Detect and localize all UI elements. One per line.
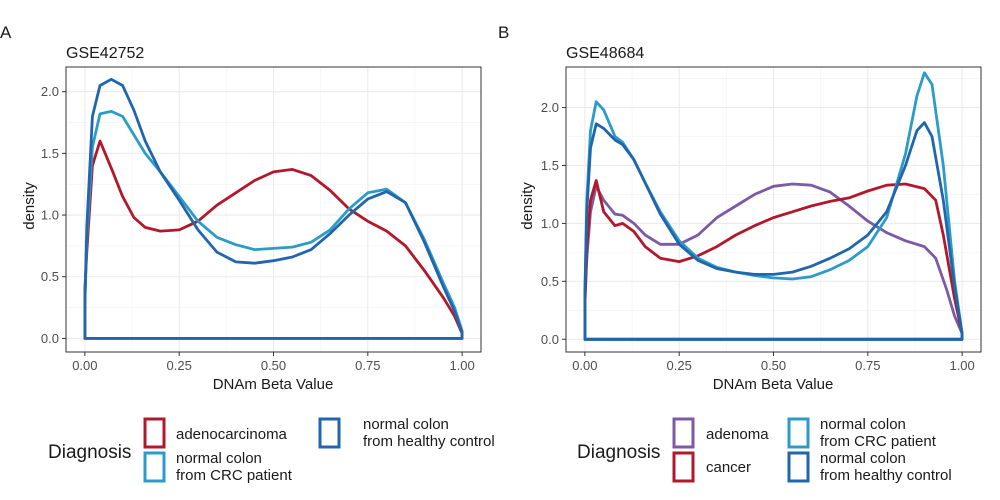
legend-label-adenoma: adenoma bbox=[706, 426, 769, 443]
panel-b-x-tick-label: 0.50 bbox=[761, 358, 786, 373]
panel-b-x-tick-label: 0.25 bbox=[667, 358, 692, 373]
legend-label-normal-healthy-line1: normal colon bbox=[363, 416, 449, 433]
panel-b-y-axis-title: density bbox=[519, 182, 536, 230]
panel-b-series-1 bbox=[583, 179, 964, 341]
legend-label-normal-crc-line1: normal colon bbox=[176, 450, 262, 467]
panel-a-series-2 bbox=[83, 77, 464, 340]
panel-a-plot-border bbox=[65, 66, 482, 353]
panel-a-x-tick-label: 0.25 bbox=[167, 358, 192, 373]
panel-b-series-3 bbox=[583, 121, 964, 341]
panel-b-x-tick-label: 0.75 bbox=[855, 358, 880, 373]
panel-a-x-tick-label: 0.00 bbox=[72, 358, 97, 373]
panel-a-x-tick-label: 1.00 bbox=[449, 358, 474, 373]
panel-a-y-tick-label: 1.5 bbox=[41, 146, 59, 161]
panel-a-legend: Diagnosis adenocarcinoma normal colon fr… bbox=[48, 416, 495, 484]
panel-a-y-tick-label: 0.0 bbox=[41, 331, 59, 346]
legend-label-cancer: cancer bbox=[706, 459, 751, 476]
legend-key-cancer bbox=[672, 451, 695, 483]
legend-key-normal-crc bbox=[143, 451, 166, 483]
panel-a: A GSE42752 0.00 0.25 0.50 0.75 1.00 0.0 0.5 1.0… bbox=[0, 23, 495, 484]
panel-b-legend: Diagnosis adenoma cancer normal colon fr… bbox=[577, 416, 952, 484]
panel-a-series-0 bbox=[83, 139, 464, 340]
panel-a-x-tick-label: 0.75 bbox=[355, 358, 380, 373]
panel-b-plot-border bbox=[565, 66, 982, 353]
legend-label-normal-healthy-line2: from healthy control bbox=[363, 433, 495, 450]
legend-label-adenocarcinoma: adenocarcinoma bbox=[176, 426, 288, 443]
legend-label-b-normal-crc-line2: from CRC patient bbox=[820, 433, 937, 450]
panel-a-legend-title: Diagnosis bbox=[48, 442, 131, 463]
panel-b-y-tick-label: 2.0 bbox=[541, 100, 559, 115]
panel-a-y-tick-label: 1.0 bbox=[41, 208, 59, 223]
panel-b-y-tick-label: 1.5 bbox=[541, 158, 559, 173]
panel-a-x-axis-title: DNAm Beta Value bbox=[213, 376, 334, 393]
panel-b: B GSE48684 0.00 0.25 0.50 0.75 1.00 0.0 0.5 1.0… bbox=[498, 23, 982, 484]
panel-b-legend-title: Diagnosis bbox=[577, 442, 660, 463]
legend-key-normal-healthy bbox=[318, 417, 341, 449]
panel-b-y-tick-label: 0.5 bbox=[541, 274, 559, 289]
legend-key-adenocarcinoma bbox=[143, 417, 166, 449]
panel-b-y-tick-label: 1.0 bbox=[541, 216, 559, 231]
panel-a-y-tick-label: 2.0 bbox=[41, 84, 59, 99]
legend-label-b-normal-healthy-line1: normal colon bbox=[820, 450, 906, 467]
legend-key-b-normal-healthy bbox=[787, 451, 810, 483]
panel-a-tag: A bbox=[0, 23, 12, 42]
legend-key-b-normal-crc bbox=[787, 417, 810, 449]
panel-b-x-tick-label: 0.00 bbox=[572, 358, 597, 373]
panel-b-tag: B bbox=[498, 23, 509, 42]
panel-b-series-0 bbox=[583, 182, 964, 341]
legend-key-adenoma bbox=[672, 417, 695, 449]
legend-label-normal-crc-line2: from CRC patient bbox=[176, 467, 293, 484]
panel-a-title: GSE42752 bbox=[66, 45, 144, 62]
panel-a-plot: 0.00 0.25 0.50 0.75 1.00 0.0 0.5 1.0 1.5 2.0 bbox=[41, 66, 482, 373]
panel-b-series-2 bbox=[583, 71, 964, 341]
panel-a-y-tick-label: 0.5 bbox=[41, 269, 59, 284]
panel-a-y-axis-title: density bbox=[21, 182, 38, 230]
panel-b-title: GSE48684 bbox=[566, 45, 644, 62]
panel-b-x-tick-label: 1.00 bbox=[949, 358, 974, 373]
legend-label-b-normal-crc-line1: normal colon bbox=[820, 416, 906, 433]
legend-label-b-normal-healthy-line2: from healthy control bbox=[820, 467, 952, 484]
panel-a-x-tick-label: 0.50 bbox=[261, 358, 286, 373]
panel-b-x-axis-title: DNAm Beta Value bbox=[713, 376, 834, 393]
panel-b-y-tick-label: 0.0 bbox=[541, 332, 559, 347]
panel-b-plot: 0.00 0.25 0.50 0.75 1.00 0.0 0.5 1.0 1.5 2.0 bbox=[541, 66, 982, 373]
